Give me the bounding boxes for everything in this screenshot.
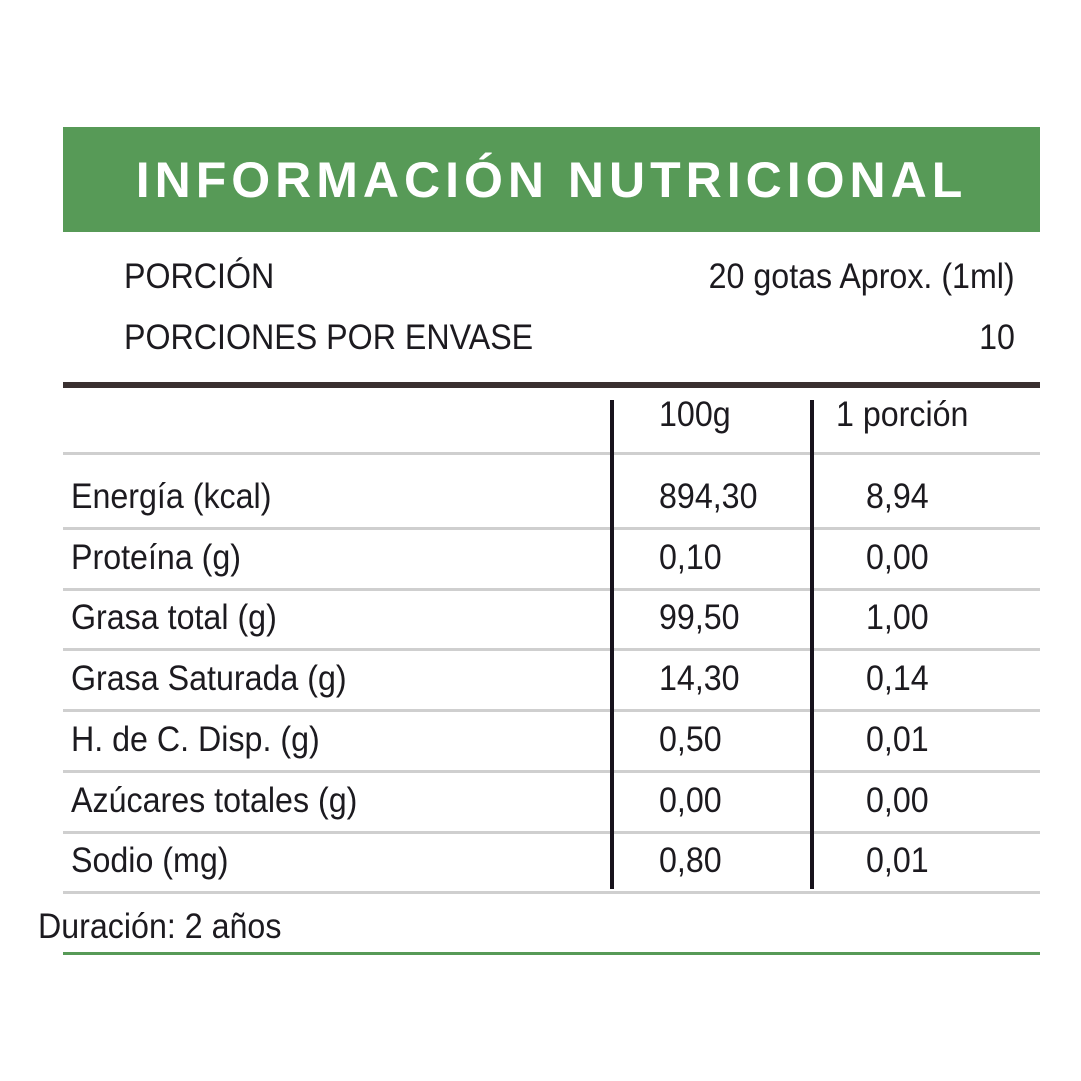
row-value-100g: 0,00 <box>659 780 722 820</box>
portion-value: 20 gotas Aprox. (1ml) <box>708 257 1015 296</box>
column-divider <box>610 400 614 889</box>
row-label: Grasa total (g) <box>71 598 277 638</box>
row-label: Proteína (g) <box>71 537 242 577</box>
row-value-100g: 0,50 <box>659 719 722 759</box>
row-value-portion: 0,00 <box>866 537 929 577</box>
row-value-100g: 0,80 <box>659 841 722 881</box>
row-divider <box>63 648 1040 652</box>
row-label: Grasa Saturada (g) <box>71 659 347 699</box>
row-value-100g: 0,10 <box>659 537 722 577</box>
col-header-portion: 1 porción <box>836 395 969 434</box>
row-label: Energía (kcal) <box>71 477 272 516</box>
row-label: Azúcares totales (g) <box>71 780 358 820</box>
row-value-portion: 0,01 <box>866 719 929 759</box>
header-divider <box>63 452 1040 455</box>
title-banner: INFORMACIÓN NUTRICIONAL <box>63 127 1040 232</box>
title: INFORMACIÓN NUTRICIONAL <box>135 151 968 208</box>
row-divider <box>63 891 1040 895</box>
row-divider <box>63 769 1040 773</box>
row-value-portion: 0,01 <box>866 841 929 881</box>
row-label: Sodio (mg) <box>71 841 229 881</box>
row-value-portion: 1,00 <box>866 598 929 638</box>
servings-value: 10 <box>979 318 1015 357</box>
row-value-portion: 0,14 <box>866 659 929 699</box>
row-label: H. de C. Disp. (g) <box>71 719 320 759</box>
row-value-portion: 8,94 <box>866 477 929 516</box>
row-value-portion: 0,00 <box>866 780 929 820</box>
servings-label: PORCIONES POR ENVASE <box>124 318 534 357</box>
row-divider <box>63 709 1040 713</box>
footer-divider <box>63 952 1040 955</box>
row-value-100g: 14,30 <box>659 659 740 699</box>
portion-label: PORCIÓN <box>124 257 275 296</box>
row-divider <box>63 587 1040 591</box>
thick-divider <box>63 382 1040 388</box>
row-value-100g: 99,50 <box>659 598 740 638</box>
row-value-100g: 894,30 <box>659 477 758 516</box>
row-divider <box>63 830 1040 834</box>
column-divider <box>810 400 814 889</box>
row-divider <box>63 527 1040 530</box>
col-header-100g: 100g <box>659 395 731 434</box>
shelf-life: Duración: 2 años <box>38 907 282 946</box>
